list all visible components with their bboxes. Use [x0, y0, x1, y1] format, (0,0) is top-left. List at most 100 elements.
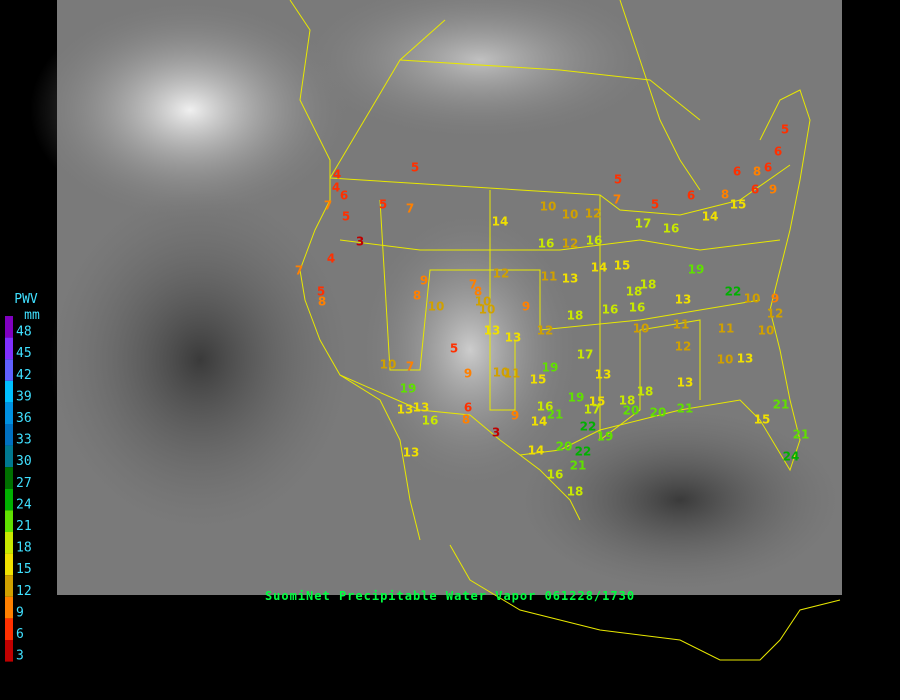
station-value: 12 — [767, 307, 784, 321]
station-value: 10 — [717, 353, 734, 367]
legend-label: 18 — [16, 541, 32, 556]
station-value: 10 — [479, 303, 496, 317]
station-value: 11 — [673, 318, 690, 332]
station-value: 6 — [733, 165, 741, 179]
border — [599, 195, 701, 441]
station-value: 16 — [547, 468, 564, 482]
legend-swatch — [5, 424, 13, 446]
legend-label: 45 — [16, 346, 32, 361]
legend-swatch — [5, 553, 13, 576]
station-value: 9 — [771, 292, 779, 306]
station-value: 19 — [542, 361, 559, 375]
station-value: 17 — [584, 403, 601, 417]
legend-unit: mm — [24, 308, 40, 323]
station-value: 16 — [663, 222, 680, 236]
station-value: 15 — [754, 413, 771, 427]
legend-swatch — [5, 575, 13, 597]
station-value: 14 — [528, 444, 545, 458]
station-value: 21 — [570, 459, 587, 473]
station-value: 6 — [764, 161, 772, 175]
station-value: 20 — [623, 404, 640, 418]
station-value: 13 — [737, 352, 754, 366]
station-value: 14 — [591, 261, 608, 275]
station-value: 11 — [504, 367, 521, 381]
station-value: 8 — [462, 413, 470, 427]
legend-swatch — [5, 640, 13, 662]
station-value: 12 — [537, 324, 554, 338]
station-value: 7 — [613, 193, 621, 207]
station-value: 10 — [428, 300, 445, 314]
legend-label: 30 — [16, 454, 32, 469]
station-value: 15 — [730, 198, 747, 212]
station-value: 13 — [505, 331, 522, 345]
station-value: 7 — [406, 202, 414, 216]
station-value: 15 — [589, 395, 606, 409]
legend-swatch — [5, 488, 13, 511]
border — [489, 190, 516, 411]
station-value: 19 — [688, 263, 705, 277]
station-value: 5 — [411, 161, 419, 175]
station-value: 16 — [629, 301, 646, 315]
station-value: 8 — [318, 295, 326, 309]
station-value: 21 — [773, 398, 790, 412]
legend-swatch — [5, 445, 13, 468]
station-value: 12 — [675, 340, 692, 354]
station-value: 20 — [556, 440, 573, 454]
station-value: 18 — [567, 485, 584, 499]
station-value: 4 — [333, 168, 341, 182]
station-value: 7 — [406, 360, 414, 374]
station-value: 13 — [413, 401, 430, 415]
station-value: 15 — [614, 259, 631, 273]
station-value: 8 — [474, 285, 482, 299]
station-value: 9 — [522, 300, 530, 314]
coastline — [519, 89, 811, 472]
station-value: 10 — [493, 366, 510, 380]
legend-swatch — [5, 510, 13, 532]
station-value: 12 — [493, 267, 510, 281]
station-value: 19 — [568, 391, 585, 405]
station-value: 13 — [675, 293, 692, 307]
station-value: 13 — [595, 368, 612, 382]
station-value: 10 — [562, 208, 579, 222]
station-value: 6 — [687, 189, 695, 203]
station-value: 21 — [793, 428, 810, 442]
station-value: 10 — [475, 295, 492, 309]
station-value: 10 — [744, 292, 761, 306]
legend-label: 48 — [16, 325, 32, 340]
caption: SuomiNet Precipitable Water Vapor 061228… — [265, 589, 635, 603]
station-value: 14 — [492, 215, 509, 229]
station-value: 7 — [469, 278, 477, 292]
legend-label: 24 — [16, 497, 32, 512]
station-value: 3 — [492, 426, 500, 440]
station-value: 6 — [340, 189, 348, 203]
legend-label: 27 — [16, 476, 32, 491]
station-value: 5 — [450, 342, 458, 356]
station-value: 6 — [774, 145, 782, 159]
legend-label: 6 — [16, 627, 24, 642]
station-value: 10 — [380, 358, 397, 372]
station-value: 24 — [783, 450, 800, 464]
border — [379, 199, 761, 371]
station-value: 8 — [721, 188, 729, 202]
legend-swatch — [5, 380, 13, 403]
border — [619, 0, 701, 191]
borders — [289, 0, 841, 661]
legend-label: 39 — [16, 389, 32, 404]
cloud — [30, 0, 350, 220]
station-value: 11 — [541, 270, 558, 284]
legend-label: 9 — [16, 605, 24, 620]
station-value: 9 — [511, 409, 519, 423]
station-value: 4 — [327, 252, 335, 266]
border — [329, 164, 791, 216]
station-value: 5 — [342, 210, 350, 224]
station-value: 5 — [614, 173, 622, 187]
station-value: 16 — [538, 237, 555, 251]
station-value: 22 — [580, 420, 597, 434]
legend-swatch — [5, 316, 13, 338]
station-value: 14 — [531, 415, 548, 429]
station-value: 22 — [725, 285, 742, 299]
station-value: 21 — [547, 408, 564, 422]
legend: 48 45 42 39 36 33 30 27 24 21 18 15 12 9 6 3 — [5, 316, 32, 664]
legend-label: 21 — [16, 519, 32, 534]
